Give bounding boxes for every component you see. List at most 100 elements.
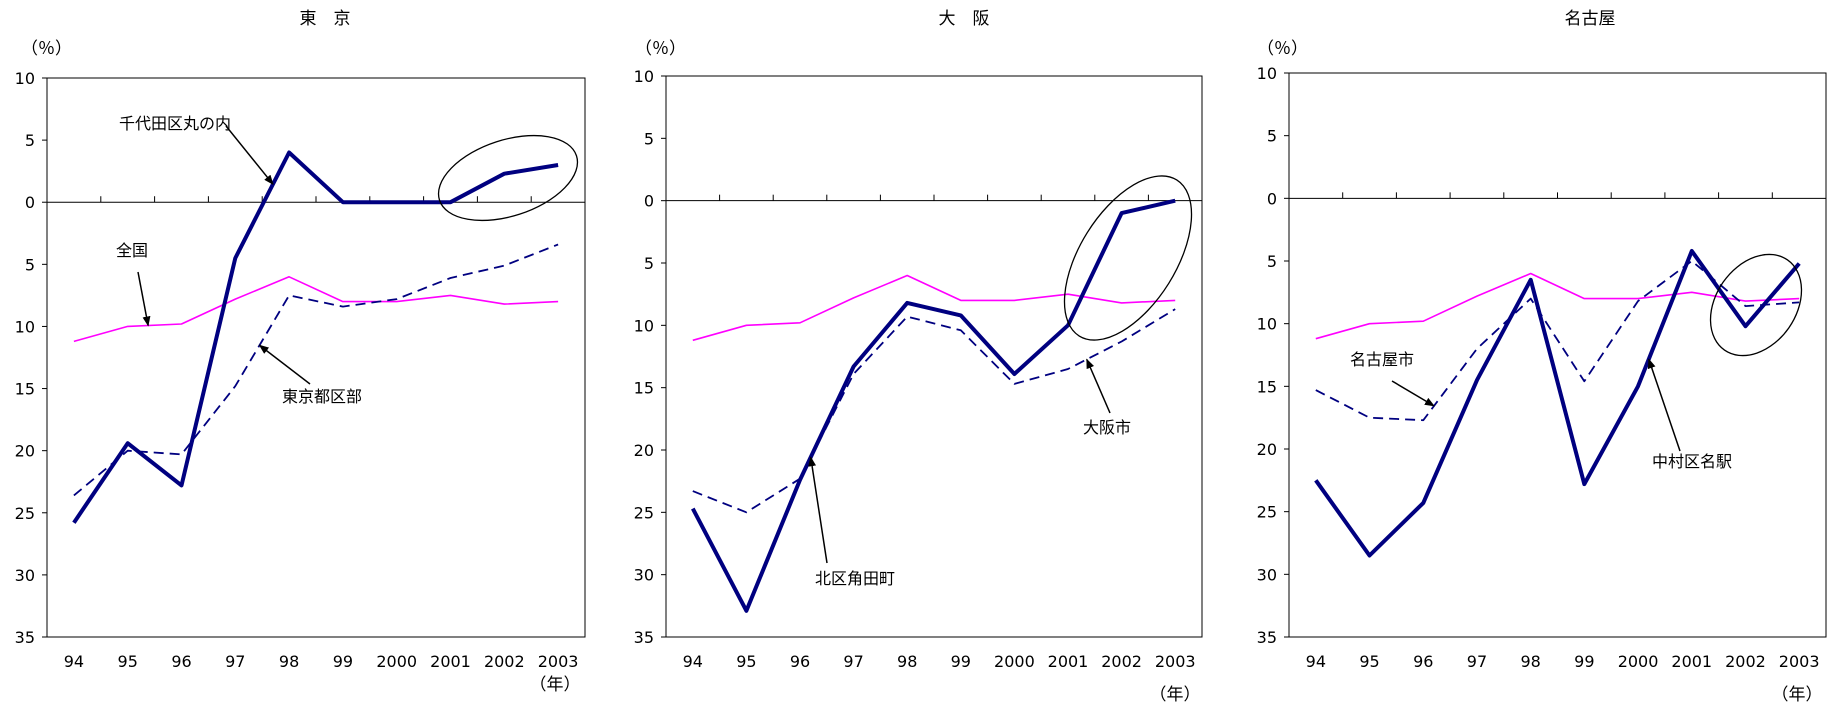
y-tick-label: 35	[15, 628, 35, 647]
y-tick-label: 5	[644, 254, 654, 273]
x-unit-label: （年）	[1772, 685, 1823, 705]
x-tick-label: 2001	[1048, 652, 1089, 671]
y-tick-label: 10	[15, 69, 35, 88]
x-tick-label: 97	[225, 652, 245, 671]
x-tick-label: 98	[1520, 652, 1540, 671]
y-tick-label: 5	[25, 131, 35, 150]
x-tick-label: 2001	[1671, 652, 1712, 671]
callout-label: 大阪市	[1083, 418, 1131, 437]
x-tick-label: 2002	[484, 652, 525, 671]
x-tick-label: 94	[64, 652, 84, 671]
chart-panel-2: 10 5 0 5 10 15 20 25 30 35 94 95 96 97 98 99 2000 2001 200…	[1257, 9, 1827, 705]
x-unit-label: （年）	[530, 675, 581, 695]
callout-label: 東京都区部	[282, 387, 362, 406]
callout-arrow	[137, 271, 151, 327]
y-tick-label: 5	[644, 129, 654, 148]
x-tick-label: 2002	[1101, 652, 1142, 671]
x-tick-label: 96	[790, 652, 810, 671]
callout-label: 北区角田町	[815, 569, 895, 588]
x-tick-label: 99	[333, 652, 353, 671]
callout-arrow	[1391, 380, 1435, 407]
series-line-1	[1315, 260, 1800, 422]
y-tick-label: 10	[634, 67, 654, 86]
y-tick-label: 15	[15, 380, 35, 399]
y-unit-label: （％）	[21, 39, 72, 59]
x-tick-label: 94	[1306, 652, 1326, 671]
plot-area	[665, 75, 1203, 638]
y-tick-label: 20	[1257, 440, 1277, 459]
x-tick-label: 98	[897, 652, 917, 671]
x-tick-label: 95	[1359, 652, 1379, 671]
series-line-0	[691, 198, 1176, 613]
y-tick-label: 35	[1257, 628, 1277, 647]
callout-label: 中村区名駅	[1652, 452, 1732, 471]
callout-arrow	[258, 344, 311, 385]
plot-area	[46, 77, 586, 638]
x-unit-label: （年）	[1150, 685, 1201, 705]
callout-label: 名古屋市	[1350, 350, 1414, 369]
series-line-2	[73, 275, 559, 343]
y-tick-label: 0	[25, 193, 35, 212]
y-tick-label: 5	[1267, 252, 1277, 271]
chart-panel-0: 10 5 0 5 10 15 20 25 30 35 94 95 96 97 98 99 2000 2001 200…	[15, 9, 586, 695]
y-tick-label: 10	[634, 316, 654, 335]
callout-label: 千代田区丸の内	[119, 114, 231, 133]
highlight-ellipse	[1709, 253, 1803, 357]
y-tick-label: 5	[25, 255, 35, 274]
y-tick-label: 25	[634, 503, 654, 522]
series-line-2	[692, 274, 1176, 342]
callout-label: 全国	[116, 241, 148, 260]
x-tick-label: 94	[683, 652, 703, 671]
y-tick-label: 0	[1267, 189, 1277, 208]
x-tick-label: 2000	[994, 652, 1035, 671]
y-tick-label: 20	[15, 442, 35, 461]
x-tick-label: 99	[951, 652, 971, 671]
plot-area	[1288, 72, 1827, 638]
y-unit-label: （％）	[635, 39, 686, 59]
y-tick-label: 15	[1257, 377, 1277, 396]
series-line-1	[692, 308, 1176, 514]
x-tick-label: 2003	[538, 652, 579, 671]
x-tick-label: 97	[1467, 652, 1487, 671]
y-tick-label: 30	[15, 566, 35, 585]
callout-arrow	[808, 456, 828, 564]
y-tick-label: 25	[1257, 503, 1277, 522]
x-tick-label: 2000	[1618, 652, 1659, 671]
x-tick-label: 95	[736, 652, 756, 671]
y-tick-label: 10	[1257, 64, 1277, 83]
y-tick-label: 30	[634, 566, 654, 585]
x-tick-label: 98	[279, 652, 299, 671]
callout-arrow	[1647, 358, 1681, 452]
y-tick-label: 30	[1257, 565, 1277, 584]
x-tick-label: 99	[1574, 652, 1594, 671]
series-line-0	[1314, 249, 1801, 558]
x-tick-label: 2002	[1725, 652, 1766, 671]
chart-title: 大 阪	[939, 9, 990, 29]
y-tick-label: 5	[1267, 127, 1277, 146]
y-tick-label: 20	[634, 441, 654, 460]
callout-arrow	[225, 125, 274, 185]
highlight-ellipse	[1063, 175, 1193, 341]
series-line-2	[1315, 272, 1800, 340]
y-tick-label: 35	[634, 628, 654, 647]
x-tick-label: 97	[843, 652, 863, 671]
highlight-ellipse	[437, 134, 579, 222]
y-tick-label: 15	[634, 379, 654, 398]
x-tick-label: 2003	[1779, 652, 1820, 671]
x-tick-label: 96	[171, 652, 191, 671]
chart-title: 名古屋	[1565, 9, 1616, 29]
y-unit-label: （％）	[1257, 39, 1308, 59]
x-tick-label: 2000	[376, 652, 417, 671]
x-tick-label: 95	[118, 652, 138, 671]
chart-title: 東 京	[300, 9, 351, 29]
x-tick-label: 2003	[1155, 652, 1196, 671]
callout-arrow	[1086, 358, 1111, 414]
x-tick-label: 2001	[430, 652, 471, 671]
y-tick-label: 10	[15, 317, 35, 336]
y-tick-label: 25	[15, 504, 35, 523]
x-tick-label: 96	[1413, 652, 1433, 671]
chart-panel-1: 10 5 0 5 10 15 20 25 30 35 94 95 96 97 98 99 2000 2001 200…	[634, 9, 1203, 705]
y-tick-label: 10	[1257, 315, 1277, 334]
